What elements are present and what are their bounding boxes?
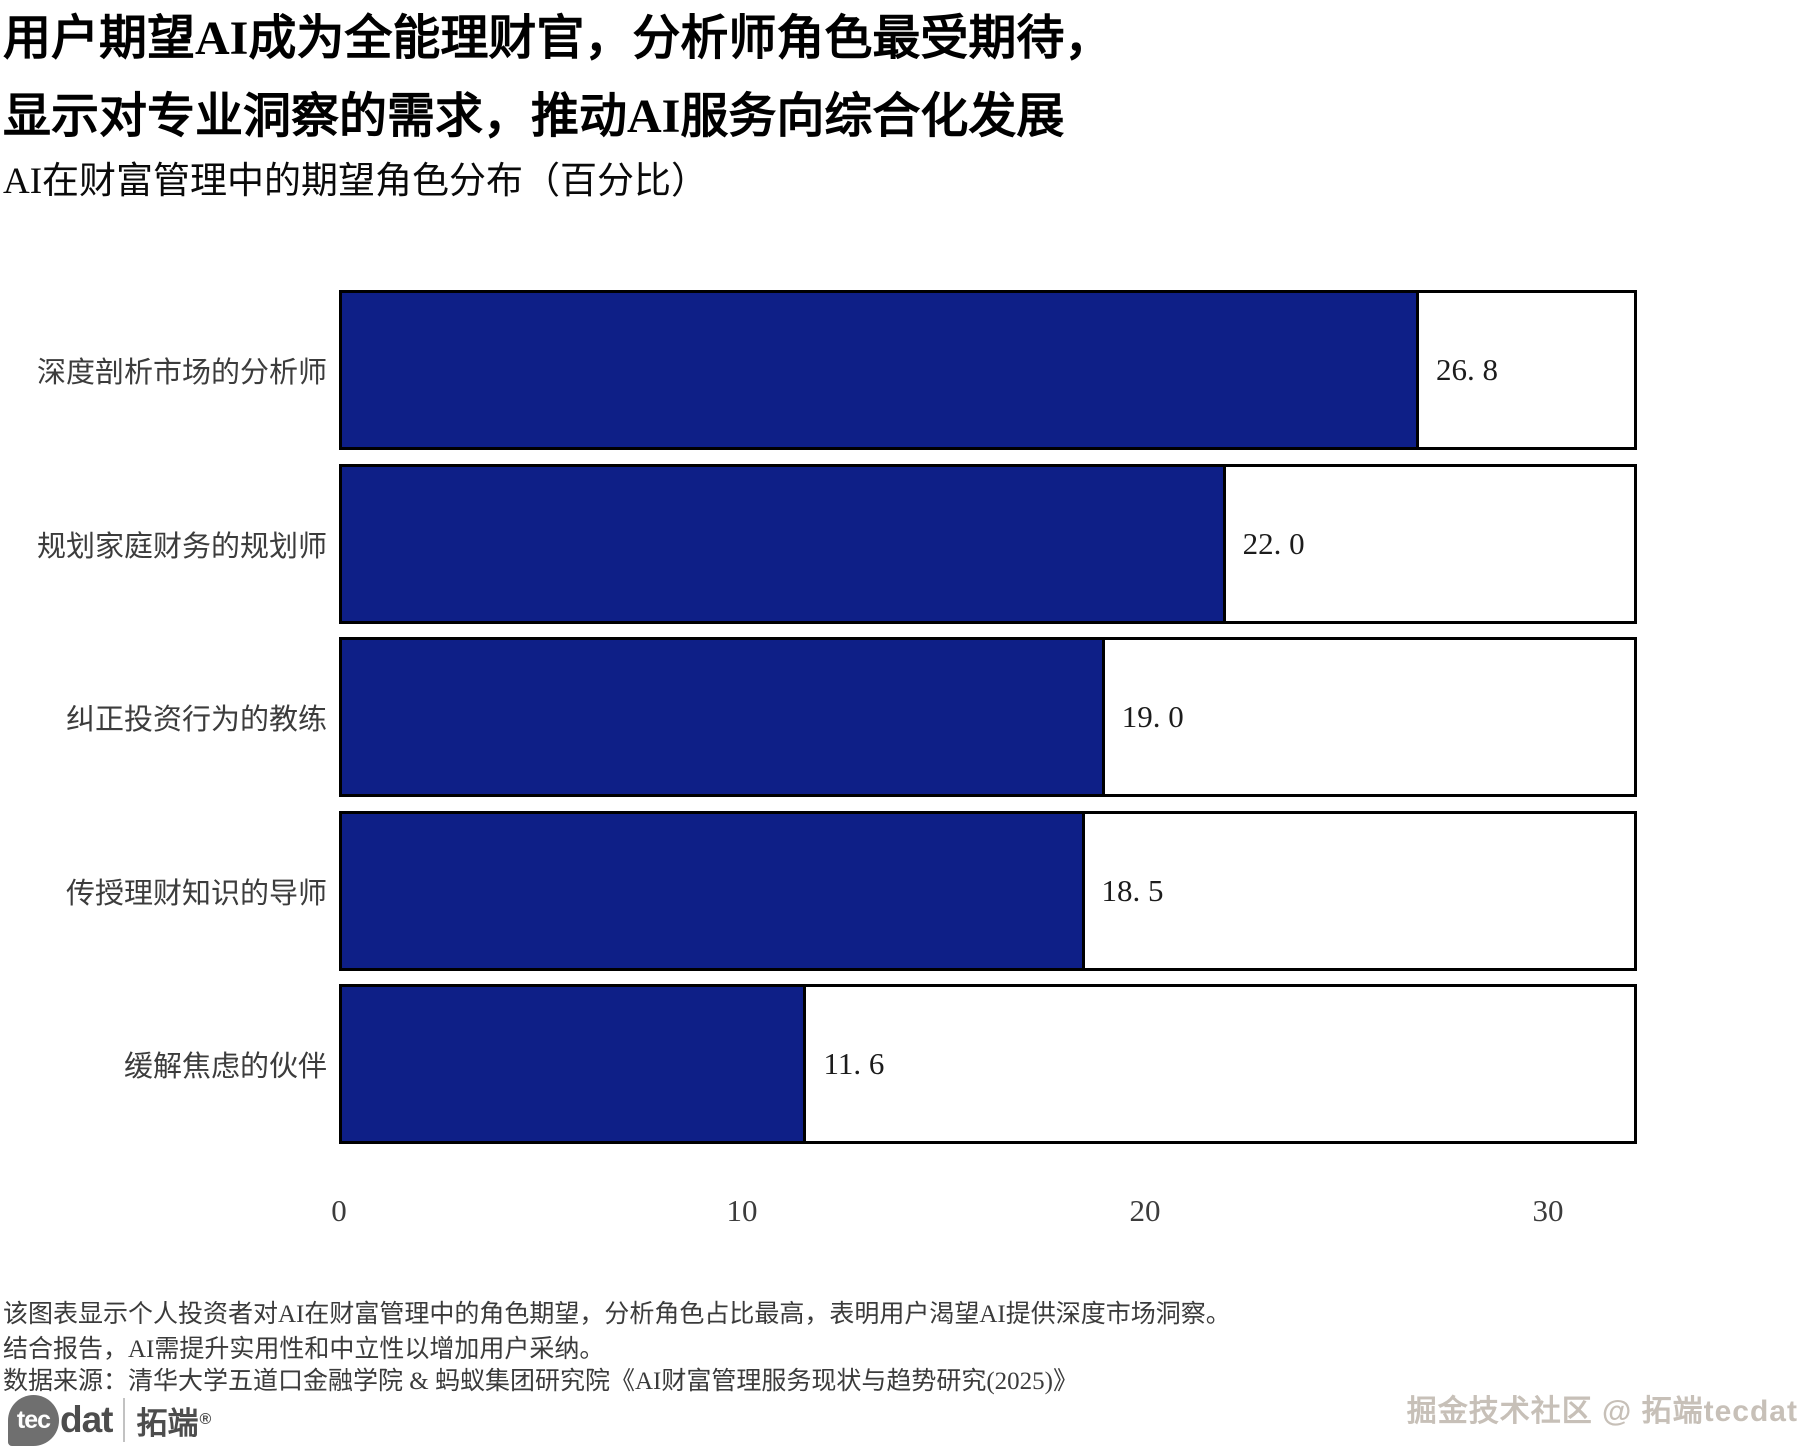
- bar-row: 深度剖析市场的分析师 26. 8: [0, 290, 1814, 450]
- logo-dat-text: dat: [60, 1399, 113, 1440]
- value-label: 22. 0: [1242, 525, 1305, 561]
- footnote-line-2: 结合报告，AI需提升实用性和中立性以增加用户采纳。: [3, 1336, 605, 1363]
- bar-fill: [339, 984, 807, 1144]
- value-label: 18. 5: [1101, 872, 1164, 908]
- x-tick-label: 20: [1129, 1193, 1161, 1228]
- bar-fill: [339, 463, 1226, 624]
- title-line-1: 用户期望AI成为全能理财官，分析师角色最受期待，: [3, 12, 1113, 65]
- category-label: 规划家庭财务的规划师: [36, 530, 327, 563]
- bar-row: 规划家庭财务的规划师 22. 0: [0, 463, 1814, 624]
- logo-divider: [122, 1398, 125, 1442]
- watermark: 掘金技术社区 @ 拓端tecdat: [1406, 1395, 1798, 1428]
- bar-chart: 深度剖析市场的分析师 26. 8 规划家庭财务的规划师 22. 0 纠正投资行为的教练 1…: [0, 290, 1814, 1150]
- value-label: 26. 8: [1436, 352, 1499, 387]
- chart-subtitle: AI在财富管理中的期望角色分布（百分比）: [3, 161, 709, 202]
- bar-row: 传授理财知识的导师 18. 5: [0, 810, 1814, 971]
- bar-row: 纠正投资行为的教练 19. 0: [0, 637, 1814, 797]
- tecdat-logo-mark: tec: [8, 1394, 59, 1446]
- page-title: 用户期望AI成为全能理财官，分析师角色最受期待， 显示对专业洞察的需求，推动AI…: [3, 0, 1603, 156]
- x-tick-label: 10: [726, 1193, 758, 1228]
- registered-mark-icon: ®: [199, 1411, 212, 1428]
- bar-row: 缓解焦虑的伙伴 11. 6: [0, 984, 1814, 1144]
- logo-cn-text: 拓端: [136, 1405, 199, 1441]
- footnote-line-1: 该图表显示个人投资者对AI在财富管理中的角色期望，分析角色占比最高，表明用户渴望…: [3, 1301, 1231, 1328]
- category-label: 深度剖析市场的分析师: [36, 357, 327, 389]
- category-label: 缓解焦虑的伙伴: [123, 1051, 327, 1083]
- category-label: 传授理财知识的导师: [65, 877, 327, 910]
- title-line-2: 显示对专业洞察的需求，推动AI服务向综合化发展: [3, 90, 1065, 143]
- category-label: 纠正投资行为的教练: [65, 704, 327, 736]
- bar-fill: [339, 290, 1420, 450]
- bar-fill: [339, 810, 1085, 971]
- data-source: 数据来源：清华大学五道口金融学院 & 蚂蚁集团研究院《AI财富管理服务现状与趋势…: [3, 1368, 1078, 1395]
- x-tick-label: 0: [331, 1193, 347, 1228]
- logo-tec-text: tec: [16, 1405, 51, 1434]
- x-axis: 0 10 20 30: [0, 1193, 1814, 1237]
- bar-fill: [339, 637, 1105, 797]
- tecdat-logo: tec dat 拓端 ®: [8, 1394, 211, 1446]
- value-label: 19. 0: [1121, 699, 1184, 734]
- value-label: 11. 6: [823, 1046, 885, 1081]
- x-tick-label: 30: [1532, 1193, 1564, 1228]
